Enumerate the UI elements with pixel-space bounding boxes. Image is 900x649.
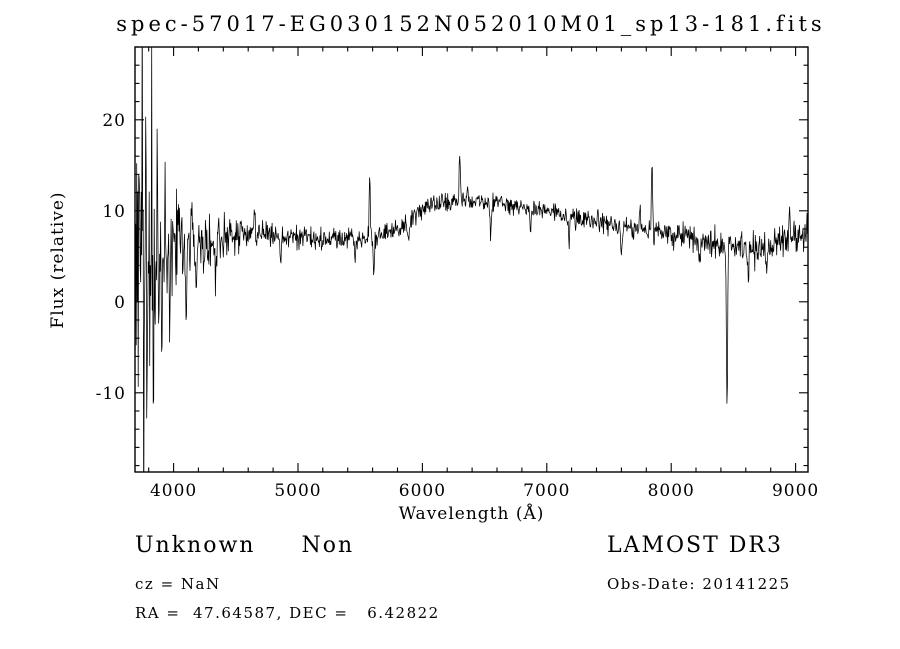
cz-label: cz = NaN — [135, 575, 221, 593]
y-tick-label: 20 — [102, 111, 126, 131]
y-tick-label: 0 — [114, 293, 126, 313]
y-tick-label: 10 — [102, 202, 126, 222]
spectrum-line — [135, 47, 808, 472]
chart-title: spec-57017-EG030152N052010M01_sp13-181.f… — [116, 12, 826, 36]
survey-label: LAMOST DR3 — [607, 533, 783, 558]
x-tick-label: 8000 — [648, 481, 695, 501]
coords-label: RA = 47.64587, DEC = 6.42822 — [135, 604, 440, 622]
x-tick-label: 6000 — [399, 481, 446, 501]
class-label: Unknown — [135, 533, 256, 558]
x-tick-label: 4000 — [150, 481, 197, 501]
y-tick-label: -10 — [96, 384, 126, 404]
classification-row: Unknown Non — [135, 533, 354, 558]
y-axis-label: Flux (relative) — [48, 191, 68, 329]
x-tick-label: 5000 — [274, 481, 321, 501]
x-tick-label: 7000 — [523, 481, 570, 501]
x-axis-label: Wavelength (Å) — [398, 504, 545, 524]
obs-date-label: Obs-Date: 20141225 — [607, 575, 791, 593]
subclass-label: Non — [301, 533, 355, 558]
plot-frame — [134, 46, 809, 473]
x-tick-label: 9000 — [772, 481, 819, 501]
